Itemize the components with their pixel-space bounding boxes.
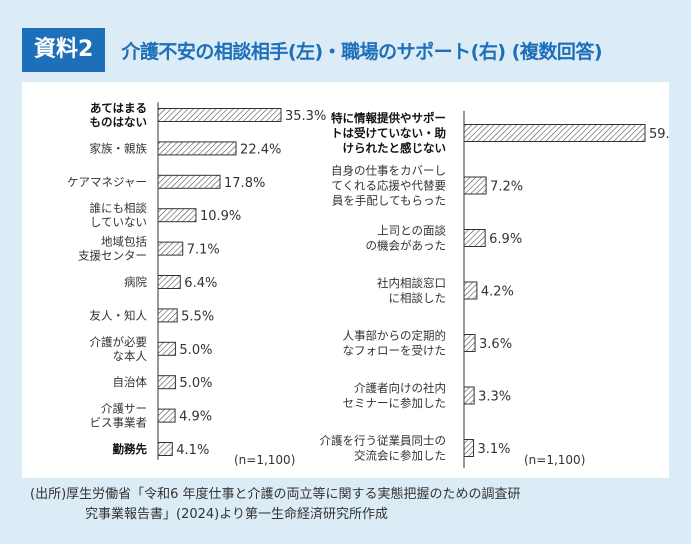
right-chart-category-label: 自身の仕事をカバーし (331, 164, 446, 178)
right-chart-category-label: 介護を行う従業員同士の (320, 434, 447, 448)
left-chart-category-label: 介護が必要 (90, 335, 148, 349)
right-chart-category-label: 員を手配してもらった (332, 194, 446, 208)
left-chart-category-label: な本人 (113, 349, 148, 363)
right-chart-category-label: の機会があった (366, 239, 447, 253)
right-chart-category-label: トは受けていない・助 (331, 126, 446, 140)
right-chart-category-label: てくれる応援や代替要 (331, 179, 446, 193)
right-chart-category-label: 介護者向けの社内 (354, 381, 446, 395)
left-chart-category-label: 勤務先 (113, 442, 148, 456)
left-chart-category-label: 支援センター (78, 249, 147, 263)
left-chart-bar (157, 108, 282, 122)
right-chart-value-label: 59.0% (649, 127, 669, 142)
right-chart-value-label: 6.9% (489, 232, 522, 247)
left-chart-bar (157, 141, 237, 156)
left-chart-category-label: していない (90, 215, 147, 229)
left-chart-category-label: 家族・親族 (90, 141, 148, 155)
left-chart-bar (157, 174, 221, 189)
left-chart-category-label: 地域包括 (101, 235, 147, 249)
right-chart-bar (463, 439, 475, 457)
right-chart-category-label: 上司との面談 (377, 224, 446, 238)
left-chart-category-label: ものはない (90, 115, 148, 129)
right-chart-category-label: 交流会に参加した (354, 449, 446, 463)
left-chart-bar (157, 442, 173, 456)
right-chart-value-label: 3.1% (478, 442, 511, 457)
left-chart-value-label: 5.0% (179, 343, 212, 358)
left-chart-category-label: ビス事業者 (90, 416, 148, 430)
right-chart-bar (463, 176, 487, 195)
left-chart-value-label: 22.4% (240, 142, 281, 157)
left-chart-value-label: 5.0% (179, 376, 212, 391)
left-chart-sample-note: (n=1,100) (234, 453, 295, 467)
left-chart-bar (157, 275, 181, 289)
right-chart-bar (463, 386, 475, 405)
left-chart-value-label: 17.8% (224, 176, 265, 191)
left-chart-value-label: 7.1% (187, 243, 220, 258)
header: 資料2 介護不安の相談相手(左)・職場のサポート(右) (複数回答) (22, 28, 603, 72)
figure-badge: 資料2 (22, 28, 106, 72)
left-chart-bar (157, 408, 176, 423)
right-chart-category-label: セミナーに参加した (343, 396, 447, 410)
right-chart-value-label: 4.2% (481, 285, 514, 300)
right-chart-bar (463, 334, 476, 352)
left-chart-category-label: 誰にも相談 (90, 201, 148, 215)
left-chart-category-label: 自治体 (113, 375, 148, 389)
right-chart-value-label: 3.6% (479, 337, 512, 352)
left-chart-value-label: 4.1% (176, 443, 209, 458)
source-line-1: (出所)厚生労働省「令和6 年度仕事と介護の両立等に関する実態把握のための調査研 (30, 487, 521, 502)
left-chart-value-label: 5.5% (181, 309, 214, 324)
left-chart-value-label: 35.3% (285, 109, 326, 124)
left-chart-value-label: 4.9% (179, 410, 212, 425)
left-chart-category-label: 友人・知人 (90, 308, 148, 322)
right-chart-category-label: けられたと感じない (343, 141, 447, 155)
right-chart-category-label: なフォローを受けた (343, 344, 447, 358)
left-chart-bar (157, 241, 184, 256)
left-chart-bar (157, 308, 178, 323)
left-chart-bar (157, 375, 176, 390)
left-chart-bar (157, 341, 176, 356)
left-chart-category-label: あてはまる (90, 101, 147, 115)
right-chart-category-label: に相談した (389, 291, 447, 305)
source-line-2: 究事業報告書」(2024)より第一生命経済研究所作成 (85, 507, 388, 522)
left-chart-bar (157, 208, 197, 223)
right-chart-category-label: 特に情報提供やサポー (331, 111, 446, 125)
source-note: (出所)厚生労働省「令和6 年度仕事と介護の両立等に関する実態把握のための調査研… (30, 485, 670, 525)
right-chart-category-label: 社内相談窓口 (377, 276, 446, 290)
chart-panel: 35.3% あてはまる ものはない 22.4% 家族・親族 17.8% ケアマネジャー 10.… (22, 82, 669, 478)
left-chart-value-label: 6.4% (184, 276, 217, 291)
left-chart-category-label: ケアマネジャー (67, 175, 147, 189)
figure-title: 介護不安の相談相手(左)・職場のサポート(右) (複数回答) (121, 40, 603, 63)
right-chart-bar (463, 124, 646, 142)
right-chart-bar (463, 281, 478, 300)
left-chart-value-label: 10.9% (200, 209, 241, 224)
left-chart-category-label: 病院 (124, 275, 147, 289)
right-chart-category-label: 人事部からの定期的 (343, 329, 447, 343)
left-chart-category-label: 介護サー (101, 402, 147, 416)
right-chart-bar (463, 229, 486, 247)
right-chart-value-label: 7.2% (490, 180, 523, 195)
right-chart-sample-note: (n=1,100) (524, 453, 585, 467)
right-chart-value-label: 3.3% (478, 390, 511, 405)
